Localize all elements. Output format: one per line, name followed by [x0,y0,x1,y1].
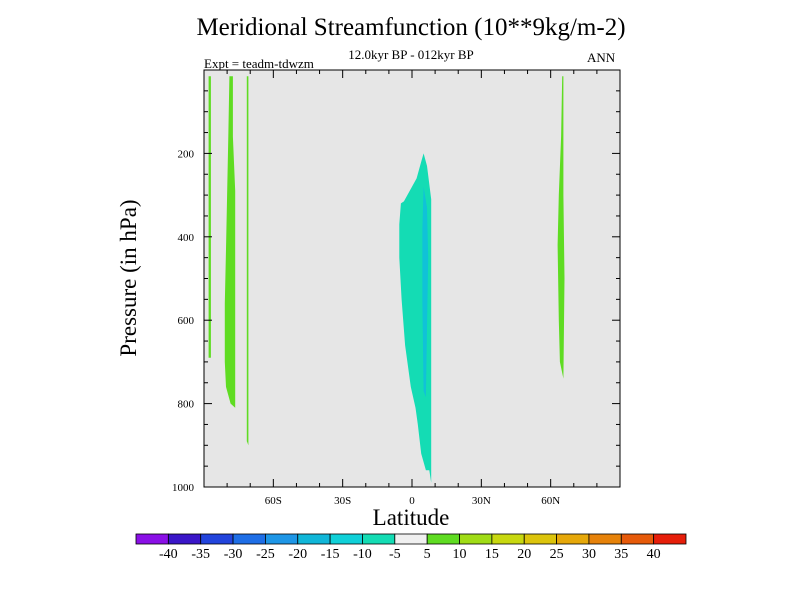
y-axis-label: Pressure (in hPa) [116,199,141,356]
colorbar-label: -30 [224,547,243,562]
colorbar-label: -35 [191,547,210,562]
colorbar-swatch [329,533,363,545]
colorbar-label: 40 [647,547,661,562]
contour-region-sh-narrow-positive [246,76,249,446]
x-tick-label: 60N [541,495,560,507]
colorbar-label: 30 [582,547,596,562]
contour-region-nh-polar-positive [557,76,565,379]
colorbar-swatch [556,533,590,545]
x-tick-label: 60S [265,495,282,507]
contour-region-sh-subpolar-positive [224,76,236,408]
colorbar-swatch [620,533,655,545]
colorbar-label: 15 [485,547,499,562]
colorbar-swatch [135,533,169,545]
colorbar-swatch [394,533,428,545]
axis-ticks [203,70,621,488]
colorbar-swatch [653,533,687,545]
x-tick-label: 0 [409,495,415,507]
colorbar-swatch [459,533,493,545]
x-axis-label: Latitude [373,505,450,530]
colorbar-label: -25 [256,547,275,562]
y-tick-label: 1000 [172,482,195,494]
experiment-label: Expt = teadm-tdwzm [204,56,314,71]
colorbar-label: -15 [321,547,340,562]
contour-regions [208,76,565,483]
colorbar-swatch [297,533,331,545]
x-tick-label: 30N [472,495,491,507]
colorbar-label: 35 [614,547,628,562]
colorbar-label: -5 [389,547,401,562]
y-tick-label: 800 [178,399,195,411]
colorbar-label: 20 [517,547,531,562]
colorbar-swatch [491,533,525,545]
colorbar-label: -40 [159,547,178,562]
colorbar-swatch [232,533,266,545]
colorbar-label: 10 [453,547,467,562]
colorbar-label: 5 [424,547,431,562]
colorbar [135,533,687,545]
colorbar-swatch [523,533,557,545]
y-tick-label: 600 [178,315,195,327]
colorbar-label: -20 [288,547,307,562]
colorbar-label: 25 [550,547,564,562]
chart-subtitle: 12.0kyr BP - 012kyr BP [348,47,474,62]
x-tick-label: 30S [334,495,351,507]
colorbar-label: -10 [353,547,372,562]
colorbar-labels: -40 -35 -30 -25 -20 -15 -10 -5 5 10 15 20 25 30 35 40 [159,547,661,562]
colorbar-swatch [426,533,460,545]
colorbar-swatch [167,533,202,545]
colorbar-swatch [265,533,299,545]
colorbar-swatch [588,533,622,545]
season-label: ANN [587,50,616,65]
y-tick-label: 200 [178,148,195,160]
y-tick-label: 400 [178,232,195,244]
colorbar-swatch [362,533,396,545]
y-tick-labels: 200 400 600 800 1000 [172,148,195,494]
colorbar-swatch [200,533,234,545]
contour-region-sh-polar-positive [208,76,211,358]
contour-region-eq-negative-inner [422,186,429,398]
x-tick-labels: 60S 30S 0 30N 60N [265,495,560,507]
chart-title: Meridional Streamfunction (10**9kg/m-2) [196,14,626,41]
